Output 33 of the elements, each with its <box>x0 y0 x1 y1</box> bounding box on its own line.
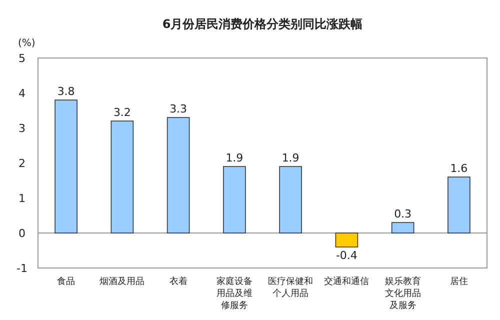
chart-title: 6月份居民消费价格分类别同比涨跌幅 <box>162 17 363 31</box>
y-tick-label: -1 <box>16 262 28 275</box>
y-tick-label: 0 <box>18 227 26 240</box>
x-tick-label: 烟酒及用品 <box>100 276 145 287</box>
data-label: 1.9 <box>282 152 300 164</box>
y-tick-label: 1 <box>18 192 26 205</box>
y-tick-label: 2 <box>18 157 26 170</box>
bar <box>279 166 302 234</box>
x-tick-label: 居住 <box>450 276 468 287</box>
data-label: 1.9 <box>226 152 244 164</box>
x-tick-label: 交通和通信 <box>324 276 370 287</box>
data-label: 3.8 <box>57 85 75 98</box>
y-axis-title: (%) <box>18 38 36 49</box>
x-tick-label: 娱乐教育文化用品及服务 <box>384 276 421 311</box>
bar <box>391 222 414 234</box>
bar <box>110 120 134 234</box>
x-tick-label: 医疗保健和个人用品 <box>268 276 314 299</box>
data-label: 3.2 <box>113 106 131 119</box>
data-label: -0.4 <box>336 249 358 262</box>
bar <box>223 166 246 234</box>
data-label: 1.6 <box>450 162 468 175</box>
y-tick-label: 5 <box>18 52 26 65</box>
x-tick-label: 衣着 <box>169 276 188 287</box>
bar <box>335 232 358 248</box>
data-label: 3.3 <box>170 102 188 116</box>
y-tick-label: 4 <box>18 87 26 100</box>
bar <box>166 117 190 234</box>
bar <box>448 176 470 234</box>
bar <box>54 100 78 234</box>
x-tick-label: 食品 <box>57 276 76 287</box>
x-tick-label: 家庭设备用品及维修服务 <box>216 276 252 311</box>
y-tick-label: 3 <box>18 122 26 135</box>
data-label: 0.3 <box>394 208 412 220</box>
